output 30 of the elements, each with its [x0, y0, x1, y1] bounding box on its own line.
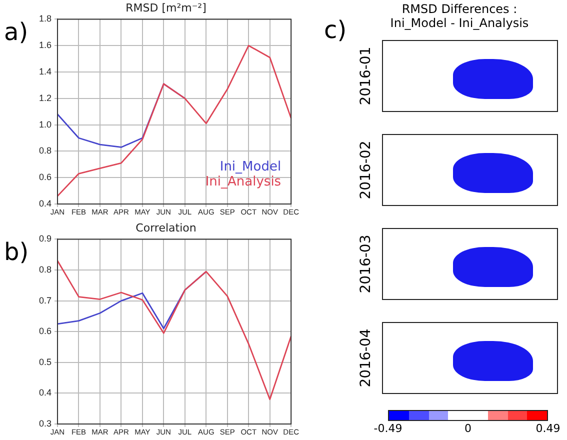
y-tick-label: 0.7 — [38, 295, 52, 306]
y-tick-label: 1.6 — [38, 40, 52, 50]
chart-title: Correlation — [136, 221, 196, 234]
y-tick-label: 0.5 — [38, 356, 52, 367]
y-tick-label: 1.0 — [38, 119, 52, 130]
y-tick-label: 1.8 — [38, 14, 52, 24]
category-label: 2016-03 — [358, 234, 374, 294]
y-tick-label: 0.3 — [38, 418, 52, 428]
y-tick-label: 0.4 — [38, 388, 52, 398]
y-tick-label: 1.4 — [38, 66, 52, 76]
text: a) — [4, 18, 28, 46]
text: RMSD Differences : Ini_Model - Ini_Analysis — [389, 2, 530, 30]
category-label: 2016-04 — [358, 328, 374, 388]
text: c) — [324, 16, 347, 44]
text: -0.49 — [372, 422, 404, 435]
y-tick-label: 0.4 — [38, 198, 52, 208]
y-tick-label: 0.6 — [38, 326, 52, 336]
category-label: 2016-02 — [358, 140, 374, 200]
category-label: 2016-01 — [358, 46, 374, 106]
y-tick-label: 0.8 — [38, 264, 52, 274]
text: Ini_Analysis — [205, 174, 282, 190]
y-tick-label: 1.2 — [38, 92, 52, 103]
chart-title: RMSD [m²m⁻²] — [126, 1, 206, 14]
y-tick-label: 0.9 — [38, 234, 52, 244]
text: 0.49 — [534, 422, 562, 435]
text: b) — [4, 238, 29, 266]
text: Ini_Model — [220, 159, 282, 174]
text: 0 — [464, 422, 472, 435]
y-tick-label: 0.6 — [38, 172, 52, 182]
y-tick-label: 0.8 — [38, 146, 52, 156]
